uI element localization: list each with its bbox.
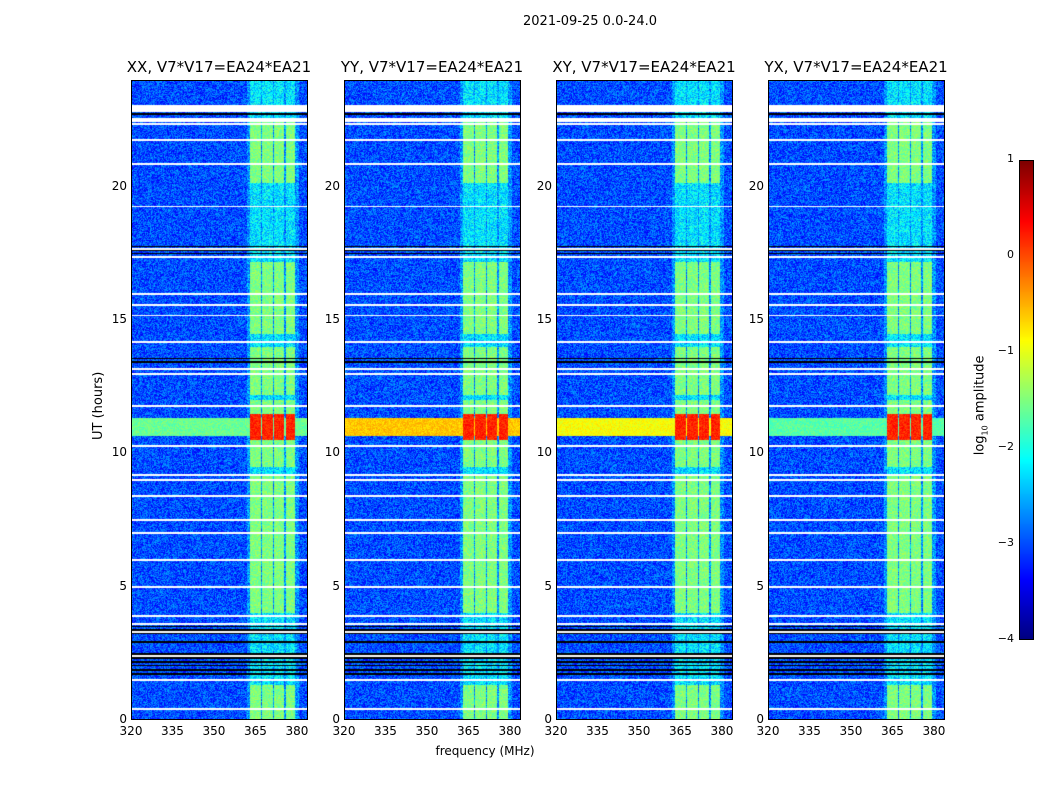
x-tick-label: 335	[798, 724, 821, 738]
x-axis-label: frequency (MHz)	[435, 744, 535, 758]
x-tick-label: 350	[202, 724, 226, 738]
y-tick-label: 0	[756, 712, 764, 726]
heatmap-image	[345, 81, 520, 719]
y-tick-label: 20	[748, 178, 764, 193]
colorbar-tick-label: 0	[1007, 248, 1014, 261]
x-tick-label: 335	[374, 724, 397, 738]
heatmap-panel	[768, 80, 945, 720]
y-tick-label: 0	[332, 712, 340, 726]
x-tick-label: 365	[881, 724, 904, 738]
x-tick-label: 320	[119, 724, 143, 738]
colorbar-tick-label: −3	[997, 536, 1014, 549]
colorbar-tick-label: −2	[997, 440, 1014, 453]
y-tick-label: 10	[748, 445, 764, 460]
x-tick-label: 335	[161, 724, 184, 738]
heatmap-panel	[556, 80, 733, 720]
heatmap-image	[769, 81, 944, 719]
x-tick-label: 380	[285, 724, 309, 738]
x-tick-label: 350	[627, 724, 651, 738]
panel-title: YY, V7*V17=EA24*EA21	[340, 58, 524, 76]
y-tick-label: 5	[544, 578, 552, 593]
x-tick-label: 365	[669, 724, 692, 738]
colorbar-tick-label: −1	[997, 344, 1014, 357]
y-tick-label: 10	[324, 445, 340, 460]
y-tick-label: 5	[756, 578, 764, 593]
x-tick-label: 320	[544, 724, 568, 738]
x-tick-label: 365	[457, 724, 480, 738]
x-tick-label: 350	[415, 724, 439, 738]
y-tick-label: 20	[536, 178, 552, 193]
x-tick-label: 320	[332, 724, 356, 738]
heatmap-image	[557, 81, 732, 719]
colorbar	[1019, 160, 1034, 640]
y-tick-label: 0	[119, 712, 127, 726]
x-tick-label: 380	[922, 724, 946, 738]
y-tick-label: 5	[119, 578, 127, 593]
x-tick-label: 320	[756, 724, 780, 738]
y-tick-label: 5	[332, 578, 340, 593]
figure-title: 2021-09-25 0.0-24.0	[523, 14, 657, 29]
panel-title: YX, V7*V17=EA24*EA21	[764, 58, 948, 76]
y-tick-label: 10	[536, 445, 552, 460]
heatmap-panel	[131, 80, 308, 720]
x-tick-label: 365	[244, 724, 267, 738]
y-tick-label: 15	[324, 312, 340, 326]
x-tick-label: 380	[498, 724, 522, 738]
colorbar-label: log10 amplitude	[972, 355, 990, 456]
y-tick-label: 15	[536, 312, 552, 326]
panel-title: XX, V7*V17=EA24*EA21	[126, 58, 312, 76]
x-tick-label: 380	[710, 724, 734, 738]
heatmap-panel	[344, 80, 521, 720]
x-tick-label: 350	[839, 724, 863, 738]
panel-title: XY, V7*V17=EA24*EA21	[552, 58, 736, 76]
y-tick-label: 10	[111, 445, 127, 460]
y-tick-label: 15	[111, 312, 127, 326]
y-tick-label: 15	[748, 312, 764, 326]
y-tick-label: 20	[324, 178, 340, 193]
colorbar-tick-label: 1	[1007, 152, 1014, 165]
y-axis-label: UT (hours)	[91, 371, 106, 440]
x-tick-label: 335	[586, 724, 609, 738]
heatmap-image	[132, 81, 307, 719]
y-tick-label: 0	[544, 712, 552, 726]
y-tick-label: 20	[111, 178, 127, 193]
colorbar-tick-label: −4	[997, 632, 1014, 645]
